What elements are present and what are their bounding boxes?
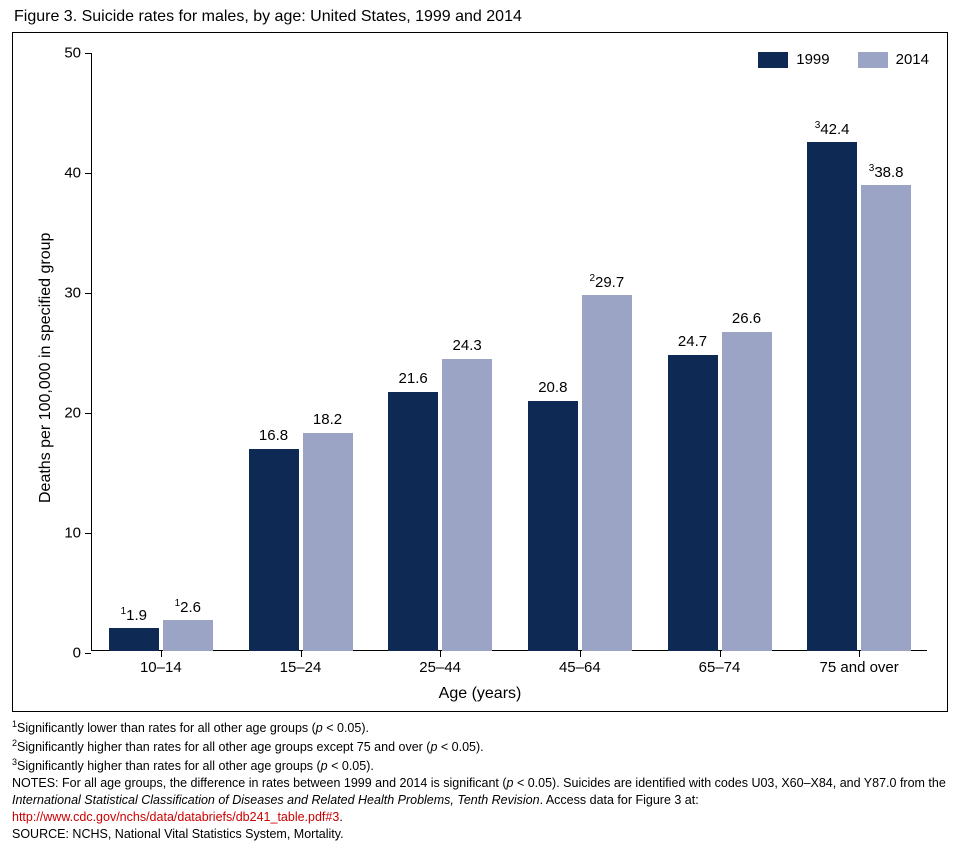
footnote-link-line: http://www.cdc.gov/nchs/data/databriefs/… — [12, 809, 948, 826]
y-tick-label: 10 — [64, 525, 91, 542]
chart-frame: 1999 2014 11.912.616.818.221.624.320.822… — [12, 32, 948, 712]
bar: 12.6 — [163, 620, 213, 651]
x-axis-title: Age (years) — [439, 685, 522, 703]
x-tick-label: 75 and over — [820, 651, 899, 676]
bar: 342.4 — [807, 142, 857, 651]
bar: 20.8 — [528, 401, 578, 651]
footnotes: 1Significantly lower than rates for all … — [12, 718, 948, 843]
footnote-2: 2Significantly higher than rates for all… — [12, 737, 948, 756]
figure-container: Figure 3. Suicide rates for males, by ag… — [0, 0, 960, 853]
bar-value-label: 24.7 — [668, 333, 718, 350]
plot-area: 11.912.616.818.221.624.320.8229.724.726.… — [91, 53, 927, 651]
bar: 24.3 — [442, 359, 492, 651]
bar-value-label: 338.8 — [861, 163, 911, 181]
bar: 16.8 — [249, 449, 299, 651]
x-tick-label: 10–14 — [140, 651, 182, 676]
x-tick-label: 65–74 — [699, 651, 741, 676]
bar-value-label: 11.9 — [109, 606, 159, 624]
bar-value-label: 342.4 — [807, 120, 857, 138]
y-tick-label: 50 — [64, 45, 91, 62]
footnote-notes: NOTES: For all age groups, the differenc… — [12, 775, 948, 809]
bar: 11.9 — [109, 628, 159, 651]
data-link[interactable]: http://www.cdc.gov/nchs/data/databriefs/… — [12, 810, 339, 824]
x-tick-label: 15–24 — [280, 651, 322, 676]
bar: 338.8 — [861, 185, 911, 651]
figure-title: Figure 3. Suicide rates for males, by ag… — [14, 8, 948, 26]
x-tick-label: 45–64 — [559, 651, 601, 676]
footnote-3: 3Significantly higher than rates for all… — [12, 756, 948, 775]
bar-value-label: 16.8 — [249, 427, 299, 444]
y-tick-label: 40 — [64, 165, 91, 182]
bar-value-label: 12.6 — [163, 598, 213, 616]
y-tick-label: 0 — [73, 645, 91, 662]
y-axis-title: Deaths per 100,000 in specified group — [37, 233, 55, 503]
footnote-source: SOURCE: NCHS, National Vital Statistics … — [12, 826, 948, 843]
bar-value-label: 20.8 — [528, 379, 578, 396]
y-tick-label: 30 — [64, 285, 91, 302]
bar: 26.6 — [722, 332, 772, 651]
bar-value-label: 26.6 — [722, 310, 772, 327]
bar-value-label: 24.3 — [442, 337, 492, 354]
bar: 229.7 — [582, 295, 632, 651]
footnote-1: 1Significantly lower than rates for all … — [12, 718, 948, 737]
bars-layer: 11.912.616.818.221.624.320.8229.724.726.… — [91, 53, 927, 651]
y-tick-label: 20 — [64, 405, 91, 422]
bar: 24.7 — [668, 355, 718, 651]
bar-value-label: 229.7 — [582, 273, 632, 291]
x-tick-label: 25–44 — [419, 651, 461, 676]
bar: 21.6 — [388, 392, 438, 651]
bar: 18.2 — [303, 433, 353, 651]
bar-value-label: 18.2 — [303, 411, 353, 428]
bar-value-label: 21.6 — [388, 370, 438, 387]
